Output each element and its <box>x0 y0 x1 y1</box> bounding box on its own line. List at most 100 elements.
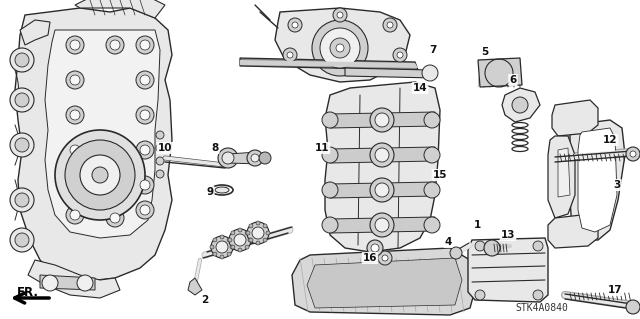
Polygon shape <box>40 275 95 290</box>
Polygon shape <box>570 120 625 240</box>
Circle shape <box>245 231 249 235</box>
Circle shape <box>249 238 253 242</box>
Circle shape <box>15 53 29 67</box>
Text: 10: 10 <box>157 143 172 153</box>
Circle shape <box>10 228 34 252</box>
Circle shape <box>156 144 164 152</box>
Circle shape <box>15 233 29 247</box>
Circle shape <box>110 213 120 223</box>
Circle shape <box>15 138 29 152</box>
Circle shape <box>247 222 269 244</box>
Circle shape <box>234 234 246 246</box>
Circle shape <box>140 180 150 190</box>
Text: 16: 16 <box>363 253 377 263</box>
Circle shape <box>322 217 338 233</box>
Polygon shape <box>578 128 617 232</box>
Circle shape <box>370 143 394 167</box>
Circle shape <box>10 188 34 212</box>
Circle shape <box>367 240 383 256</box>
Circle shape <box>230 245 234 249</box>
Text: 17: 17 <box>608 285 622 295</box>
Circle shape <box>387 22 393 28</box>
Circle shape <box>136 201 154 219</box>
Circle shape <box>424 112 440 128</box>
Polygon shape <box>292 248 475 315</box>
Polygon shape <box>548 136 575 218</box>
Circle shape <box>263 238 267 242</box>
Polygon shape <box>478 58 522 87</box>
Circle shape <box>65 140 135 210</box>
Circle shape <box>210 245 214 249</box>
Circle shape <box>450 247 462 259</box>
Circle shape <box>70 110 80 120</box>
Text: 8: 8 <box>211 143 219 153</box>
Circle shape <box>140 40 150 50</box>
Circle shape <box>283 48 297 62</box>
Circle shape <box>333 8 347 22</box>
Circle shape <box>140 110 150 120</box>
Circle shape <box>246 231 250 235</box>
Circle shape <box>213 252 217 256</box>
Text: 11: 11 <box>315 143 329 153</box>
Circle shape <box>70 40 80 50</box>
Circle shape <box>320 28 360 68</box>
Circle shape <box>424 182 440 198</box>
Circle shape <box>106 36 124 54</box>
Polygon shape <box>240 60 418 68</box>
Circle shape <box>251 154 259 162</box>
Polygon shape <box>228 152 260 164</box>
Circle shape <box>375 183 389 197</box>
Circle shape <box>484 240 500 256</box>
Circle shape <box>15 193 29 207</box>
Circle shape <box>156 170 164 178</box>
Circle shape <box>211 236 233 258</box>
Circle shape <box>322 182 338 198</box>
Circle shape <box>397 52 403 58</box>
Circle shape <box>256 221 260 225</box>
Polygon shape <box>548 214 598 248</box>
Polygon shape <box>552 100 598 136</box>
Circle shape <box>140 75 150 85</box>
Circle shape <box>228 238 232 242</box>
Circle shape <box>220 255 224 259</box>
Polygon shape <box>345 68 435 78</box>
Text: FR.: FR. <box>17 286 39 300</box>
Polygon shape <box>28 260 120 298</box>
Circle shape <box>256 241 260 245</box>
Circle shape <box>330 38 350 58</box>
Circle shape <box>382 255 388 261</box>
Circle shape <box>229 229 251 251</box>
Circle shape <box>231 245 235 249</box>
Polygon shape <box>468 238 548 302</box>
Circle shape <box>375 218 389 232</box>
Polygon shape <box>275 8 410 82</box>
Circle shape <box>231 231 235 235</box>
Circle shape <box>77 275 93 291</box>
Circle shape <box>140 145 150 155</box>
Circle shape <box>252 227 264 239</box>
Circle shape <box>227 252 231 256</box>
Circle shape <box>371 244 379 252</box>
Circle shape <box>322 147 338 163</box>
Circle shape <box>66 141 84 159</box>
Text: 15: 15 <box>433 170 447 180</box>
Circle shape <box>245 245 249 249</box>
Circle shape <box>259 152 271 164</box>
Circle shape <box>383 18 397 32</box>
Polygon shape <box>330 182 435 198</box>
Circle shape <box>66 36 84 54</box>
Circle shape <box>156 131 164 139</box>
Circle shape <box>238 248 242 252</box>
Circle shape <box>10 48 34 72</box>
Circle shape <box>136 106 154 124</box>
Text: 9: 9 <box>207 187 214 197</box>
Circle shape <box>222 152 234 164</box>
Circle shape <box>533 241 543 251</box>
Circle shape <box>370 213 394 237</box>
Circle shape <box>216 241 228 253</box>
Text: 3: 3 <box>613 180 621 190</box>
Circle shape <box>106 209 124 227</box>
Text: 6: 6 <box>509 75 516 85</box>
Polygon shape <box>558 148 570 197</box>
Circle shape <box>136 36 154 54</box>
